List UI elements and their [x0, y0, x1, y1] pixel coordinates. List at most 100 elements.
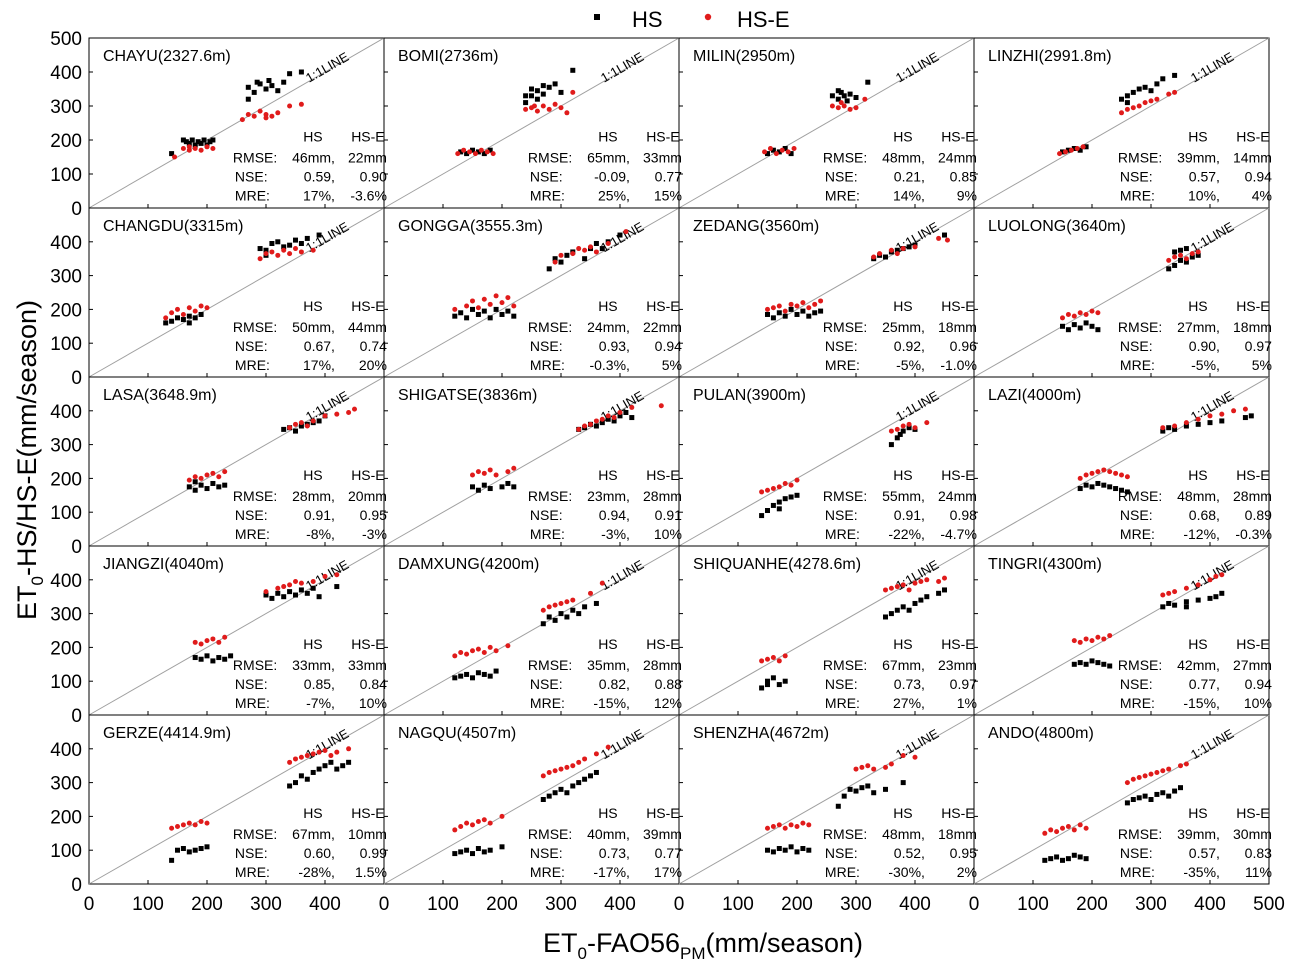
hs-point: [493, 668, 499, 674]
hs-point: [617, 232, 623, 238]
hse-point: [334, 749, 340, 755]
hs-point: [275, 88, 281, 94]
hse-point: [1242, 406, 1248, 412]
hs-point: [192, 142, 198, 148]
hse-point: [1160, 768, 1166, 774]
hse-point: [1172, 254, 1178, 260]
one-to-one-line-label: 1:1LINE: [893, 388, 942, 425]
hse-point: [759, 658, 765, 664]
hse-point: [794, 303, 800, 309]
hs-point: [788, 494, 794, 500]
hs-point: [1166, 425, 1172, 431]
hse-point: [490, 151, 496, 157]
stats-rmse-hse-value: 44mm: [348, 319, 387, 335]
hse-point: [204, 144, 210, 150]
hs-point: [1107, 484, 1113, 490]
hs-point: [340, 763, 346, 769]
stats-hse-header: HS-E: [941, 298, 974, 314]
hs-point: [192, 479, 198, 485]
panel: 1:1LINE ANDO(4800m) HS HS-E RMSE: 39mm, 30mm NS…: [973, 714, 1272, 885]
hse-point: [1077, 822, 1083, 828]
hse-point: [1060, 315, 1065, 321]
stats-mre-hs-value: -5%,: [1191, 357, 1220, 373]
hs-point: [304, 776, 310, 782]
hse-point: [169, 310, 175, 316]
hs-point: [293, 237, 298, 243]
hse-point: [788, 482, 794, 488]
hs-point: [1071, 146, 1077, 151]
panel: 1:1LINE CHANGDU(3315m) HS HS-E RMSE: 50mm, 44m…: [88, 207, 387, 378]
stats-rmse-hse-value: 39mm: [643, 826, 682, 842]
stats-mre-hs-value: -0.3%,: [589, 357, 629, 373]
hse-point: [452, 306, 458, 312]
hse-point: [770, 486, 776, 492]
stats-mre-hs-value: -22%,: [888, 526, 925, 542]
hs-point: [1077, 325, 1083, 331]
stats-rmse-hse-value: 23mm: [938, 657, 977, 673]
panel: 1:1LINE BOMI(2736m) HS HS-E RMSE: 65mm, 33mm NS…: [383, 37, 682, 209]
hse-point: [1136, 103, 1142, 109]
y-tick-label: 400: [50, 571, 82, 592]
one-to-one-line-label: 1:1LINE: [1188, 388, 1237, 425]
hse-point: [192, 308, 198, 314]
hs-point: [765, 678, 770, 684]
hse-point: [800, 300, 806, 306]
hse-point: [546, 769, 552, 775]
hse-point: [1195, 416, 1201, 422]
hs-point: [499, 484, 505, 490]
hse-point: [1166, 91, 1172, 97]
stats-hse-header: HS-E: [941, 636, 974, 652]
hse-point: [1107, 469, 1113, 475]
stats-nse-hse-value: 0.95: [360, 507, 387, 523]
stats-rmse-hs-value: 65mm,: [587, 149, 630, 165]
hse-point: [198, 303, 204, 309]
panel: 1:1LINE PULAN(3900m) HS HS-E RMSE: 55mm, 24mm N…: [678, 376, 977, 547]
panel-title: LAZI(4000m): [988, 387, 1081, 404]
hs-point: [222, 656, 228, 662]
hse-point: [505, 643, 511, 649]
hse-point: [900, 246, 906, 252]
hse-point: [888, 247, 894, 253]
hse-point: [599, 416, 605, 422]
stats-nse-hse-value: 0.96: [950, 338, 977, 354]
hse-point: [871, 254, 877, 260]
hse-point: [883, 764, 888, 770]
hse-point: [593, 418, 599, 424]
hse-point: [629, 404, 635, 410]
stats-nse-label: NSE:: [530, 845, 563, 861]
one-to-one-line: [973, 207, 1270, 378]
hs-point: [806, 313, 812, 319]
hse-point: [924, 577, 930, 583]
hs-point: [192, 315, 198, 321]
hs-point: [1130, 797, 1136, 802]
hs-point: [1065, 856, 1071, 862]
panel: 1:1LINE NAGQU(4507m) HS HS-E RMSE: 40mm, 39mm N…: [383, 714, 682, 885]
hse-point: [464, 303, 470, 309]
hse-point: [782, 653, 788, 659]
hs-point: [198, 656, 204, 662]
panel-title: LINZHI(2991.8m): [988, 48, 1112, 65]
stats-rmse-label: RMSE:: [823, 657, 867, 673]
hs-point: [1178, 257, 1183, 263]
stats-nse-label: NSE:: [1120, 338, 1153, 354]
hse-point: [552, 602, 558, 608]
hs-point: [534, 96, 540, 102]
hse-point: [1195, 249, 1201, 255]
hse-point: [192, 474, 198, 480]
y-tick-label: 200: [50, 469, 82, 490]
stats-mre-label: MRE:: [530, 864, 565, 880]
stats-mre-hse-value: -3%: [362, 526, 387, 542]
x-axis-label: ET0-FAO56PM(mm/season): [543, 928, 863, 963]
stats-nse-hse-value: 0.74: [360, 338, 387, 354]
hs-point: [883, 614, 888, 620]
stats-nse-hse-value: 0.94: [655, 338, 682, 354]
hse-point: [1219, 411, 1225, 417]
stats-nse-hse-value: 0.77: [655, 845, 682, 861]
stats-mre-label: MRE:: [235, 526, 270, 542]
hse-point: [458, 649, 464, 655]
hse-point: [1095, 469, 1101, 475]
hse-point: [1080, 144, 1086, 150]
stats-nse-hs-value: 0.91,: [894, 507, 925, 523]
stats-nse-label: NSE:: [235, 338, 268, 354]
